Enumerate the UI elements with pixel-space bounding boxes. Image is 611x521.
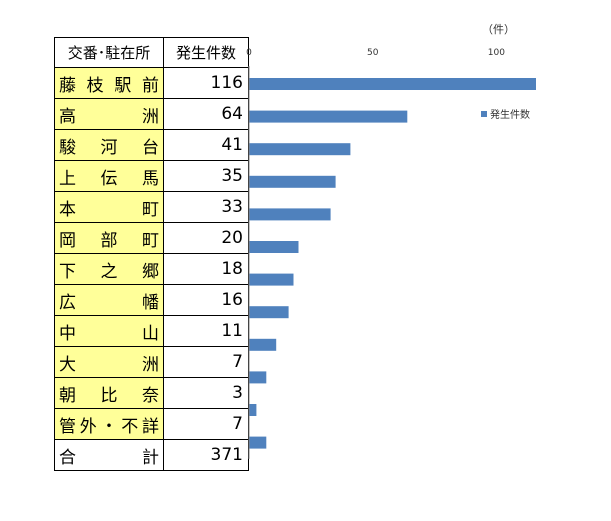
legend-label: 発生件数 [490, 108, 530, 121]
station-name: 大洲 [54, 346, 164, 378]
bar [249, 241, 299, 253]
total-value: 371 [163, 439, 249, 471]
bar [249, 371, 267, 384]
table-row: 本町 33 [54, 191, 249, 223]
legend: 発生件数 [481, 108, 530, 121]
incident-count: 11 [163, 315, 249, 347]
table-row: 高洲 64 [54, 98, 249, 130]
table-row: 大洲 7 [54, 346, 249, 378]
incident-count: 116 [163, 67, 249, 99]
table-row: 管外・不詳 7 [54, 408, 249, 440]
bar [249, 338, 277, 351]
x-tick-label: 100 [488, 48, 505, 58]
station-name: 管外・不詳 [54, 408, 164, 440]
station-name: 中山 [54, 315, 164, 347]
total-label: 合計 [54, 439, 164, 471]
station-name: 駿河台 [54, 129, 164, 161]
bar [249, 273, 294, 286]
incident-count: 64 [163, 98, 249, 130]
bar [249, 110, 408, 123]
station-name: 上伝馬 [54, 160, 164, 192]
station-name: 朝比奈 [54, 377, 164, 409]
station-name: 下之郷 [54, 253, 164, 285]
bar [249, 436, 267, 449]
table-total-row: 合計 371 [54, 439, 249, 471]
station-name: 高洲 [54, 98, 164, 130]
x-tick-label: 0 [246, 48, 252, 58]
table-row: 上伝馬 35 [54, 160, 249, 192]
bar [249, 208, 331, 221]
bar [249, 78, 536, 90]
incident-count: 35 [163, 160, 249, 192]
bar [249, 306, 289, 319]
table-row: 中山 11 [54, 315, 249, 347]
unit-label: （件） [482, 23, 515, 36]
station-name: 岡部町 [54, 222, 164, 254]
table-body: 交番･駐在所 発生件数 藤枝駅前 116 高洲 64 駿河台 41 上伝馬 35 本町 33 岡部町… [54, 37, 249, 471]
x-axis-ticks: 0 50 100 [246, 48, 505, 58]
incident-count: 16 [163, 284, 249, 316]
station-name: 本町 [54, 191, 164, 223]
incident-count: 7 [163, 346, 249, 378]
bar [249, 143, 351, 156]
header-station: 交番･駐在所 [54, 37, 164, 68]
header-count: 発生件数 [163, 37, 249, 68]
incident-count: 3 [163, 377, 249, 409]
incident-count: 20 [163, 222, 249, 254]
incident-count: 18 [163, 253, 249, 285]
crime-count-table: 交番･駐在所 発生件数 藤枝駅前 116 高洲 64 駿河台 41 上伝馬 35 本町 33 岡部町… [54, 37, 249, 471]
bar-group [249, 78, 536, 449]
incident-count: 7 [163, 408, 249, 440]
table-row: 駿河台 41 [54, 129, 249, 161]
bar [249, 404, 257, 416]
table-row: 下之郷 18 [54, 253, 249, 285]
table-header-row: 交番･駐在所 発生件数 [54, 37, 249, 68]
bar [249, 175, 336, 188]
incident-count: 41 [163, 129, 249, 161]
legend-swatch [481, 111, 487, 117]
table-row: 岡部町 20 [54, 222, 249, 254]
table-row: 朝比奈 3 [54, 377, 249, 409]
x-tick-label: 50 [367, 48, 379, 58]
